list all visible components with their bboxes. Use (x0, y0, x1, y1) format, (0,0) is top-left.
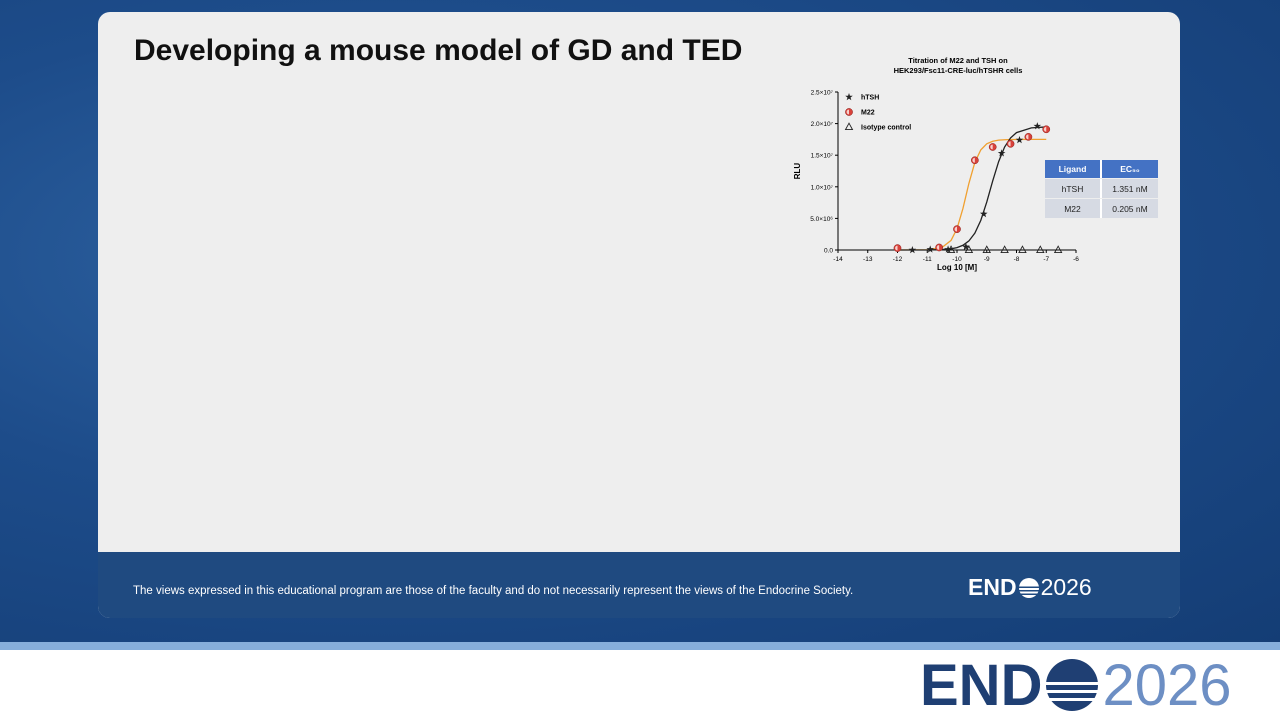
y-tick-label: 0.0 (824, 248, 833, 255)
triangle-marker (1036, 245, 1045, 254)
x-tick-label: -14 (833, 256, 843, 263)
chart: Titration of M22 and TSH on HEK293/Fsc11… (793, 56, 1079, 272)
logo-text: END (920, 652, 1043, 718)
triangle-marker (844, 122, 854, 131)
ec50-table: Ligand EC₅₀ hTSH 1.351 nM M22 0.205 nM (1045, 159, 1158, 219)
circle-marker (988, 143, 997, 151)
star-marker (997, 149, 1006, 157)
x-axis-title: Log 10 [M] (937, 263, 977, 272)
table-cell: M22 (1045, 199, 1102, 218)
logo-text: END (968, 574, 1017, 600)
chart-title: HEK293/Fsc11-CRE-luc/hTSHR cells (894, 66, 1023, 75)
triangle-marker (982, 245, 992, 254)
slide-title: Developing a mouse model of GD and TED (134, 34, 743, 67)
chart-title: Titration of M22 and TSH on (908, 56, 1008, 65)
x-tick-label: -6 (1073, 256, 1079, 263)
star-marker (979, 209, 988, 218)
logo-text: 2026 (1102, 652, 1232, 718)
stripe (0, 642, 1280, 650)
circle-marker (1024, 133, 1033, 141)
circle-marker (935, 243, 944, 252)
star-marker (944, 245, 952, 253)
triangle-marker (946, 245, 956, 254)
x-tick-label: -7 (1043, 256, 1049, 263)
logo-text: 2026 (1040, 574, 1092, 600)
table-cell: 0.205 nM (1102, 199, 1158, 218)
table-header: Ligand (1045, 160, 1102, 178)
star-marker (1033, 122, 1042, 130)
triangle-marker (964, 245, 974, 254)
legend-label: hTSH (861, 95, 879, 102)
legend-label: Isotype control (861, 125, 911, 132)
logo-globe (1018, 577, 1039, 598)
circle-marker (893, 244, 902, 252)
star-marker (926, 245, 935, 253)
x-tick-label: -12 (893, 256, 903, 263)
x-tick-label: -8 (1014, 256, 1020, 263)
y-tick-label: 2.5×10⁷ (811, 90, 834, 97)
brand-logo: END 2026 (920, 652, 1232, 718)
y-tick-label: 1.0×10⁷ (811, 184, 834, 191)
legend-label: M22 (861, 110, 875, 117)
triangle-marker (1018, 245, 1027, 254)
fit-curve (897, 138, 1047, 251)
table-header: EC₅₀ (1102, 160, 1158, 178)
disclaimer: The views expressed in this educational … (133, 585, 854, 597)
x-tick-label: -10 (952, 256, 962, 263)
fit-curve (897, 126, 1047, 251)
circle-marker (971, 156, 979, 165)
x-tick-label: -11 (923, 256, 932, 263)
star-marker (845, 93, 853, 101)
circle-marker (845, 108, 853, 116)
star-marker (908, 246, 917, 254)
table-cell: 1.351 nM (1102, 179, 1158, 198)
circle-marker (1042, 125, 1051, 134)
y-tick-label: 2.0×10⁷ (811, 121, 834, 128)
star-marker (1015, 136, 1024, 144)
slide-card: Developing a mouse model of GD and TED T… (98, 12, 1180, 618)
x-tick-label: -9 (984, 256, 990, 263)
circle-marker (953, 225, 961, 233)
table-cell: hTSH (1045, 179, 1102, 198)
circle-marker (1006, 139, 1015, 148)
logo-globe (1046, 659, 1099, 711)
triangle-marker (1000, 245, 1009, 254)
x-tick-label: -13 (863, 256, 873, 263)
footer-logo: END 2026 (968, 574, 1092, 601)
y-tick-label: 5.0×10⁶ (810, 216, 833, 223)
star-marker (962, 242, 970, 251)
y-axis-title: RLU (793, 163, 802, 180)
slide-footer (98, 552, 1180, 618)
triangle-marker (1053, 245, 1063, 254)
y-tick-label: 1.5×10⁷ (811, 153, 834, 160)
